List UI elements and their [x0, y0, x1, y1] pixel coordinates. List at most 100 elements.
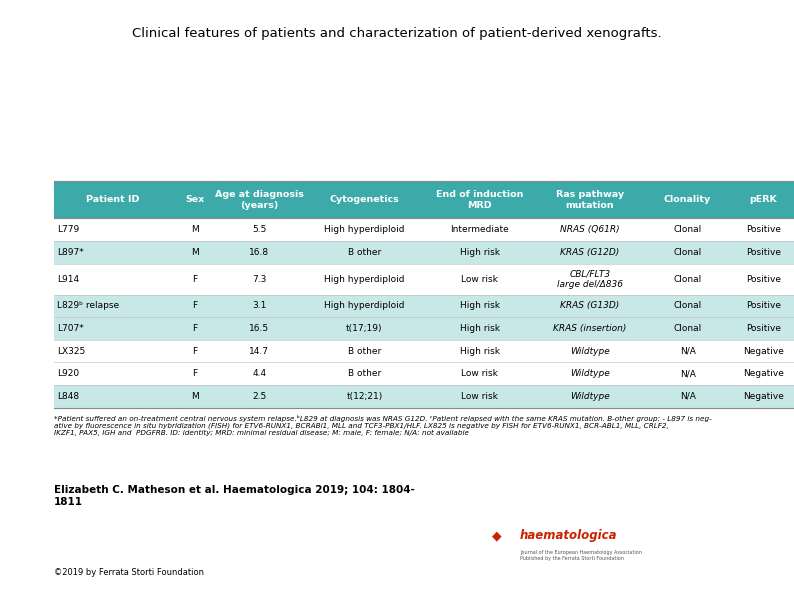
Text: KRAS (G13D): KRAS (G13D): [561, 301, 619, 311]
Text: Clonal: Clonal: [673, 225, 702, 234]
Text: t(12;21): t(12;21): [346, 392, 383, 401]
Text: t(17;19): t(17;19): [346, 324, 383, 333]
Bar: [54, 264, 172, 295]
Text: Clonal: Clonal: [673, 274, 702, 284]
Bar: [54, 295, 172, 317]
Text: LX325: LX325: [57, 346, 86, 356]
Text: Patient ID: Patient ID: [86, 195, 140, 205]
Text: 16.5: 16.5: [249, 324, 269, 333]
Bar: [727, 385, 794, 408]
Bar: [218, 218, 301, 241]
Text: KRAS (G12D): KRAS (G12D): [561, 248, 619, 257]
Bar: [531, 264, 649, 295]
Text: Elizabeth C. Matheson et al. Haematologica 2019; 104: 1804-
1811: Elizabeth C. Matheson et al. Haematologi…: [54, 485, 415, 506]
Text: 7.3: 7.3: [252, 274, 267, 284]
Text: High hyperdiploid: High hyperdiploid: [324, 225, 405, 234]
Text: Clonal: Clonal: [673, 248, 702, 257]
Text: B other: B other: [348, 346, 381, 356]
Text: High risk: High risk: [460, 301, 499, 311]
Text: Wildtype: Wildtype: [570, 392, 610, 401]
Bar: [172, 362, 218, 385]
Text: haematologica: haematologica: [520, 529, 618, 542]
Text: Positive: Positive: [746, 274, 781, 284]
Text: Positive: Positive: [746, 324, 781, 333]
Bar: [727, 181, 794, 218]
Bar: [428, 340, 531, 362]
Bar: [531, 295, 649, 317]
Text: L779: L779: [57, 225, 79, 234]
Bar: [727, 218, 794, 241]
Text: 14.7: 14.7: [249, 346, 269, 356]
Text: CBL/FLT3
large del/Δ836: CBL/FLT3 large del/Δ836: [557, 270, 623, 289]
Bar: [531, 181, 649, 218]
Text: Wildtype: Wildtype: [570, 346, 610, 356]
Bar: [727, 340, 794, 362]
Bar: [428, 181, 531, 218]
Text: Negative: Negative: [743, 346, 784, 356]
Text: L914: L914: [57, 274, 79, 284]
Bar: [649, 295, 727, 317]
Bar: [172, 264, 218, 295]
Text: Journal of the European Haematology Association
Published by the Ferrata Storti : Journal of the European Haematology Asso…: [520, 550, 642, 561]
Bar: [649, 241, 727, 264]
Text: L848: L848: [57, 392, 79, 401]
Bar: [218, 295, 301, 317]
Text: 3.1: 3.1: [252, 301, 267, 311]
Text: Clonal: Clonal: [673, 301, 702, 311]
Text: F: F: [192, 274, 197, 284]
Text: B other: B other: [348, 369, 381, 378]
Bar: [428, 317, 531, 340]
Text: High hyperdiploid: High hyperdiploid: [324, 301, 405, 311]
Text: F: F: [192, 346, 197, 356]
Text: Ras pathway
mutation: Ras pathway mutation: [556, 190, 624, 209]
Text: 4.4: 4.4: [252, 369, 266, 378]
Bar: [531, 241, 649, 264]
Text: KRAS (insertion): KRAS (insertion): [553, 324, 626, 333]
Bar: [727, 241, 794, 264]
Bar: [649, 340, 727, 362]
Text: B other: B other: [348, 248, 381, 257]
Bar: [301, 218, 428, 241]
Text: Positive: Positive: [746, 225, 781, 234]
Text: Cytogenetics: Cytogenetics: [330, 195, 399, 205]
Bar: [531, 385, 649, 408]
Bar: [649, 362, 727, 385]
Bar: [54, 340, 172, 362]
Bar: [531, 317, 649, 340]
Bar: [301, 385, 428, 408]
Bar: [428, 264, 531, 295]
Bar: [531, 362, 649, 385]
Bar: [54, 362, 172, 385]
Text: High hyperdiploid: High hyperdiploid: [324, 274, 405, 284]
Text: L707*: L707*: [57, 324, 84, 333]
Text: M: M: [191, 392, 198, 401]
Bar: [531, 218, 649, 241]
Text: F: F: [192, 369, 197, 378]
Bar: [301, 295, 428, 317]
Bar: [218, 362, 301, 385]
Bar: [172, 218, 218, 241]
Text: M: M: [191, 248, 198, 257]
Text: High risk: High risk: [460, 346, 499, 356]
Bar: [301, 317, 428, 340]
Text: Intermediate: Intermediate: [450, 225, 509, 234]
Text: F: F: [192, 324, 197, 333]
Text: *Patient suffered an on-treatment central nervous system relapse.ᵇL829 at diagno: *Patient suffered an on-treatment centra…: [54, 415, 711, 437]
Text: M: M: [191, 225, 198, 234]
Text: N/A: N/A: [680, 346, 696, 356]
Bar: [172, 340, 218, 362]
Bar: [428, 295, 531, 317]
Text: ◆: ◆: [492, 529, 502, 542]
Text: 2.5: 2.5: [252, 392, 266, 401]
Bar: [172, 241, 218, 264]
Text: End of induction
MRD: End of induction MRD: [436, 190, 523, 209]
Text: Age at diagnosis
(years): Age at diagnosis (years): [215, 190, 303, 209]
Bar: [649, 181, 727, 218]
Bar: [727, 317, 794, 340]
Text: Low risk: Low risk: [461, 392, 498, 401]
Bar: [218, 264, 301, 295]
Bar: [428, 385, 531, 408]
Text: Positive: Positive: [746, 248, 781, 257]
Bar: [172, 317, 218, 340]
Bar: [649, 317, 727, 340]
